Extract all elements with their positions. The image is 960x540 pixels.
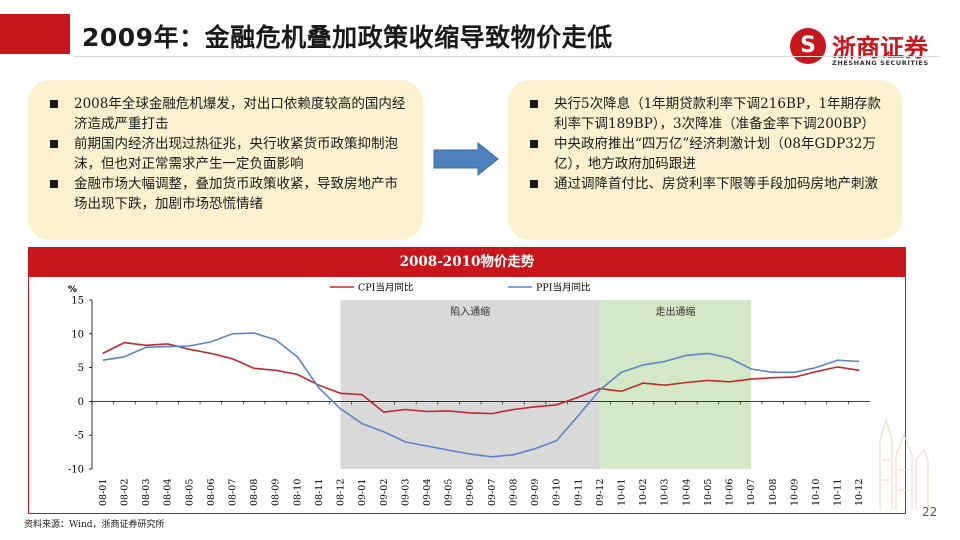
x-tick-label: 08-01 <box>98 479 109 506</box>
zheshang-logo-icon <box>790 28 826 64</box>
x-tick-label: 09-08 <box>508 479 519 506</box>
x-tick-label: 09-12 <box>595 479 606 506</box>
x-tick-label: 08-04 <box>163 479 174 506</box>
policy-list: 央行5次降息（1年期贷款利率下调216BP，1年期存款利率下调189BP），3次… <box>528 94 890 194</box>
y-tick-label: 15 <box>71 296 84 307</box>
x-tick-label: 09-09 <box>530 479 541 506</box>
x-tick-label: 10-04 <box>681 479 692 506</box>
x-tick-label: 09-10 <box>552 479 563 506</box>
list-item: 2008年全球金融危机爆发，对出口依赖度较高的国内经济造成严重打击 <box>48 94 411 134</box>
x-tick-label: 08-11 <box>314 479 325 506</box>
x-tick-label: 08-10 <box>292 479 303 506</box>
list-item: 中央政府推出“四万亿”经济刺激计划（08年GDP32万亿），地方政府加码跟进 <box>528 134 890 174</box>
x-tick-label: 09-03 <box>400 479 411 506</box>
chart-title: 2008-2010物价走势 <box>28 247 906 277</box>
series-line <box>102 341 860 415</box>
x-tick-label: 09-11 <box>573 479 584 506</box>
legend-label: CPI当月同比 <box>358 282 413 294</box>
data-source: 资料来源：Wind，浙商证券研究所 <box>24 520 165 530</box>
region-label: 走出通缩 <box>656 305 696 318</box>
x-tick-label: 10-01 <box>616 479 627 506</box>
logo-text-en: ZHESHANG SECURITIES <box>832 59 929 67</box>
building-decoration-icon <box>879 418 929 510</box>
y-tick-label: 0 <box>78 397 84 408</box>
policy-box: 央行5次降息（1年期贷款利率下调216BP，1年期存款利率下调189BP），3次… <box>508 80 902 240</box>
x-tick-label: 10-06 <box>725 479 736 506</box>
x-tick-label: 09-06 <box>465 479 476 506</box>
x-tick-label: 10-08 <box>768 479 779 506</box>
x-tick-label: 08-03 <box>141 479 152 506</box>
x-tick-label: 10-07 <box>746 479 757 506</box>
x-tick-label: 10-03 <box>660 479 671 506</box>
x-tick-label: 08-09 <box>271 479 282 506</box>
shaded-region <box>340 300 600 469</box>
x-tick-label: 09-01 <box>357 479 368 506</box>
page-title: 2009年：金融危机叠加政策收缩导致物价走低 <box>82 23 613 52</box>
list-item: 通过调降首付比、房贷利率下限等手段加码房地产刺激 <box>528 174 890 194</box>
causes-list: 2008年全球金融危机爆发，对出口依赖度较高的国内经济造成严重打击 前期国内经济… <box>48 94 411 214</box>
legend-label: PPI当月同比 <box>536 282 591 294</box>
x-tick-label: 10-10 <box>811 479 822 506</box>
header-divider <box>74 56 940 57</box>
x-tick-label: 10-11 <box>833 479 844 506</box>
causes-box: 2008年全球金融危机爆发，对出口依赖度较高的国内经济造成严重打击 前期国内经济… <box>28 80 423 240</box>
x-tick-label: 08-05 <box>184 479 195 506</box>
y-tick-label: -10 <box>68 465 84 476</box>
x-tick-label: 10-09 <box>789 479 800 506</box>
x-tick-label: 08-08 <box>249 479 260 506</box>
y-tick-label: -5 <box>74 431 84 442</box>
y-tick-label: 5 <box>78 363 84 374</box>
page-number: 22 <box>922 505 938 519</box>
y-unit-label: % <box>68 285 77 295</box>
x-tick-label: 09-04 <box>422 479 433 506</box>
right-arrow-icon <box>433 141 499 177</box>
x-tick-label: 08-12 <box>336 479 347 506</box>
company-logo: S 浙商证券 ZHESHANG SECURITIES <box>790 26 940 74</box>
x-tick-label: 09-02 <box>379 479 390 506</box>
header-accent-bar <box>0 14 70 54</box>
list-item: 前期国内经济出现过热征兆，央行收紧货币政策抑制泡沫，但也对正常需求产生一定负面影… <box>48 134 411 174</box>
region-label: 陷入通缩 <box>450 305 490 318</box>
x-tick-label: 09-07 <box>487 479 498 506</box>
list-item: 央行5次降息（1年期贷款利率下调216BP，1年期存款利率下调189BP），3次… <box>528 94 890 134</box>
x-tick-label: 10-05 <box>703 479 714 506</box>
y-tick-label: 10 <box>71 329 84 340</box>
x-tick-label: 09-05 <box>444 479 455 506</box>
x-tick-label: 08-06 <box>206 479 217 506</box>
series-line <box>102 332 860 458</box>
x-tick-label: 08-02 <box>119 479 130 506</box>
logo-text-cn: 浙商证券 <box>832 34 928 62</box>
x-tick-label: 08-07 <box>227 479 238 506</box>
x-tick-label: 10-02 <box>638 479 649 506</box>
list-item: 金融市场大幅调整，叠加货币政策收紧，导致房地产市场出现下跌，加剧市场恐慌情绪 <box>48 174 411 214</box>
x-tick-label: 10-12 <box>854 479 865 506</box>
